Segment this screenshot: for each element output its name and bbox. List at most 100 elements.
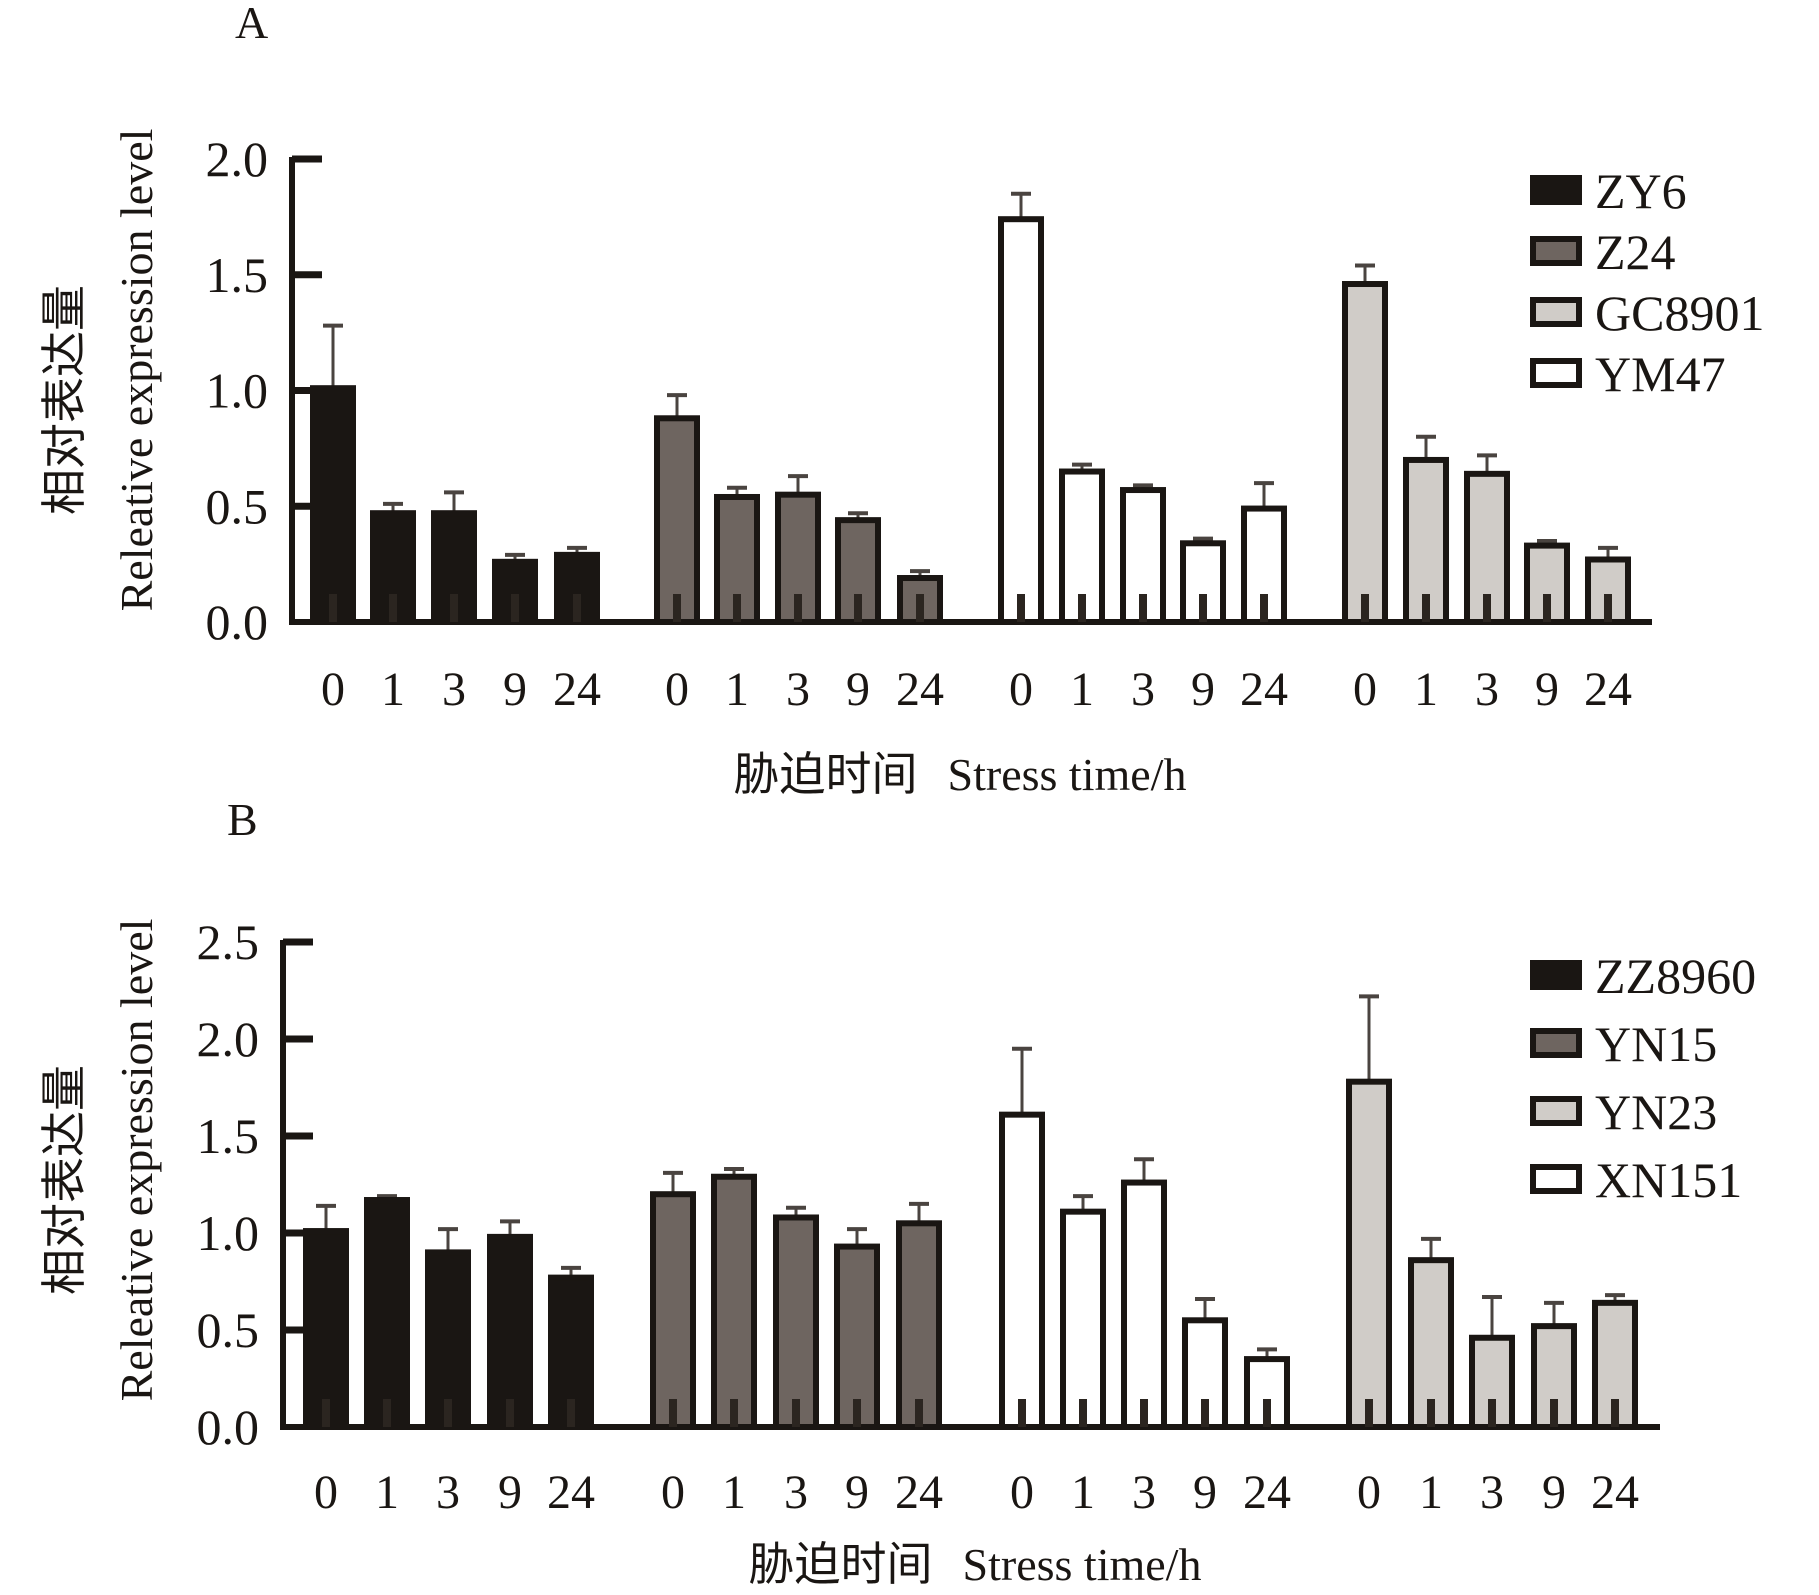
bar-XN151-1h xyxy=(1060,1208,1106,1431)
legend-swatch-YN15 xyxy=(1530,1028,1582,1058)
legend-label-YN15: YN15 xyxy=(1595,1016,1717,1072)
panel-b-xlabel-en: Stress time/h xyxy=(963,1539,1202,1590)
x-tick-label: 1 xyxy=(1414,663,1438,716)
bar-YN15-24h xyxy=(896,1220,942,1431)
bar-tick-mark xyxy=(389,594,397,622)
panel-a-y-tick-label: 1.0 xyxy=(206,363,269,419)
bar-tick-mark xyxy=(794,594,802,622)
bar-tick-mark xyxy=(1543,594,1551,622)
x-tick-label: 0 xyxy=(1357,1466,1381,1519)
panel-b-xlabel-cn: 胁迫时间 xyxy=(749,1539,933,1590)
bar-tick-mark xyxy=(1488,1399,1496,1427)
x-tick-label: 0 xyxy=(321,663,345,716)
panel-b-y-tick-label: 0.5 xyxy=(197,1302,260,1358)
bar-YN23-0h xyxy=(1346,1078,1392,1431)
panel-b-label: B xyxy=(227,794,258,845)
bar-ZY6-0h xyxy=(310,385,356,625)
bar-tick-mark xyxy=(1365,1399,1373,1427)
x-tick-label: 1 xyxy=(381,663,405,716)
bar-YN15-0h xyxy=(650,1191,696,1430)
x-tick-label: 3 xyxy=(1131,663,1155,716)
bar-tick-mark xyxy=(567,1399,575,1427)
bar-YN15-3h xyxy=(773,1214,819,1430)
legend-swatch-YN23 xyxy=(1530,1096,1582,1126)
panel-b-y-tick-label: 2.0 xyxy=(197,1011,260,1067)
x-tick-label: 3 xyxy=(1132,1466,1156,1519)
x-tick-label: 1 xyxy=(722,1466,746,1519)
x-tick-label: 3 xyxy=(786,663,810,716)
panel-a-xlabel-en: Stress time/h xyxy=(948,749,1187,800)
x-tick-label: 3 xyxy=(1475,663,1499,716)
x-tick-label: 1 xyxy=(1419,1466,1443,1519)
panel-a: A 相对表达量 Releative expression level 胁迫时间 S… xyxy=(39,0,1764,800)
legend-swatch-ZZ8960 xyxy=(1530,960,1582,990)
bar-tick-mark xyxy=(730,1399,738,1427)
x-tick-label: 24 xyxy=(1240,663,1288,716)
x-tick-label: 3 xyxy=(784,1466,808,1519)
panel-a-y-tick-label: 2.0 xyxy=(206,131,269,187)
bar-tick-mark xyxy=(573,594,581,622)
bar-tick-mark xyxy=(853,1399,861,1427)
bar-tick-mark xyxy=(1483,594,1491,622)
bar-tick-mark xyxy=(1263,1399,1271,1427)
bar-YM47-24h xyxy=(1241,505,1287,625)
bar-tick-mark xyxy=(673,594,681,622)
panel-b-y-tick-label: 1.0 xyxy=(197,1205,260,1261)
panel-b-y-tick-label: 0.0 xyxy=(197,1399,260,1455)
bar-ZZ8960-9h xyxy=(487,1233,533,1430)
bar-tick-mark xyxy=(1550,1399,1558,1427)
bar-YN15-1h xyxy=(711,1173,757,1430)
x-tick-label: 0 xyxy=(661,1466,685,1519)
panel-a-label: A xyxy=(235,0,268,48)
panel-a-marks: 0.00.51.01.52.00 1 3 9 24 0 1 3 9 24 0 1 3 9 24 0 1 3 9 24Z… xyxy=(206,131,1765,716)
bar-tick-mark xyxy=(506,1399,514,1427)
bar-tick-mark xyxy=(1427,1399,1435,1427)
x-tick-label: 24 xyxy=(896,663,944,716)
bar-tick-mark xyxy=(329,594,337,622)
x-tick-label: 1 xyxy=(725,663,749,716)
legend-swatch-Z24 xyxy=(1530,236,1582,266)
bar-tick-mark xyxy=(1199,594,1207,622)
legend-label-YM47: YM47 xyxy=(1595,346,1726,402)
bar-tick-mark xyxy=(1018,1399,1026,1427)
panel-a-y-tick-label: 0.0 xyxy=(206,594,269,650)
x-tick-label: 24 xyxy=(895,1466,943,1519)
x-tick-label: 9 xyxy=(1535,663,1559,716)
x-tick-label: 1 xyxy=(1071,1466,1095,1519)
bar-ZZ8960-0h xyxy=(303,1228,349,1431)
bar-XN151-0h xyxy=(999,1111,1045,1431)
x-tick-label: 9 xyxy=(498,1466,522,1519)
x-tick-label: 9 xyxy=(503,663,527,716)
x-tick-label: 1 xyxy=(1070,663,1094,716)
x-tick-label: 3 xyxy=(442,663,466,716)
panel-a-y-tick-label: 0.5 xyxy=(206,478,269,534)
bar-tick-mark xyxy=(1201,1399,1209,1427)
bar-tick-mark xyxy=(1611,1399,1619,1427)
bar-tick-mark xyxy=(322,1399,330,1427)
x-tick-label: 9 xyxy=(845,1466,869,1519)
bar-tick-mark xyxy=(1604,594,1612,622)
bar-GC8901-0h xyxy=(1342,281,1388,625)
x-tick-label: 9 xyxy=(1193,1466,1217,1519)
x-tick-label: 3 xyxy=(436,1466,460,1519)
x-tick-label: 9 xyxy=(1542,1466,1566,1519)
panel-b-ylabel: Releative expression level xyxy=(111,919,162,1402)
bar-ZZ8960-1h xyxy=(364,1197,410,1431)
bar-tick-mark xyxy=(450,594,458,622)
bar-tick-mark xyxy=(669,1399,677,1427)
bar-Z24-0h xyxy=(654,415,700,625)
panel-b-y-tick-label: 1.5 xyxy=(197,1108,260,1164)
bar-YM47-0h xyxy=(998,216,1044,625)
bar-tick-mark xyxy=(1078,594,1086,622)
x-tick-label: 24 xyxy=(1591,1466,1639,1519)
legend-label-XN151: XN151 xyxy=(1595,1152,1742,1208)
bar-tick-mark xyxy=(511,594,519,622)
panel-a-xlabel: 胁迫时间 Stress time/h xyxy=(734,749,1187,800)
bar-tick-mark xyxy=(792,1399,800,1427)
legend-label-Z24: Z24 xyxy=(1595,224,1676,280)
bar-tick-mark xyxy=(1079,1399,1087,1427)
bar-tick-mark xyxy=(733,594,741,622)
panel-b-marks: 0.00.51.01.52.02.50 1 3 9 24 0 1 3 9 24 0 1 3 9 24 0 1 3 9… xyxy=(197,914,1757,1519)
panel-a-xlabel-cn: 胁迫时间 xyxy=(734,749,918,800)
